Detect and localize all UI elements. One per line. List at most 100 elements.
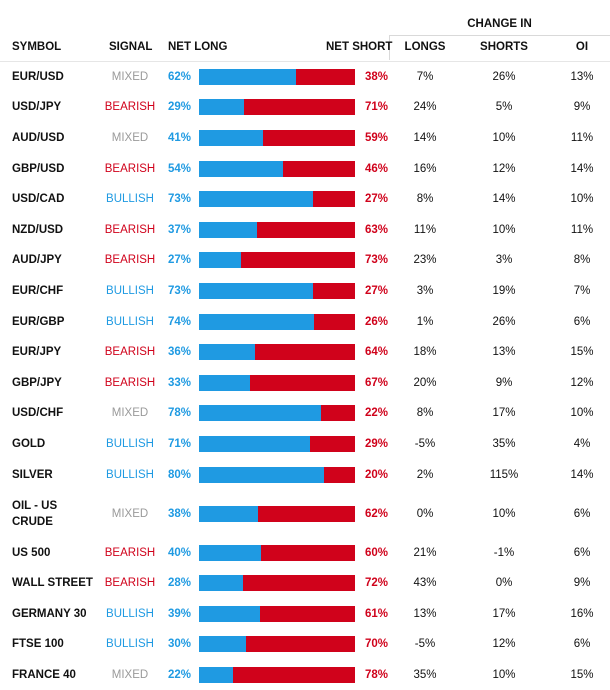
net-long-bar-fill <box>199 222 257 238</box>
longs-change-cell: 8% <box>416 193 434 205</box>
symbol-cell: OIL - US CRUDE <box>12 500 58 528</box>
sentiment-bar <box>199 599 355 629</box>
shorts-change-cell: 26% <box>492 71 516 83</box>
sentiment-bar <box>199 184 355 214</box>
table-row[interactable]: EUR/JPY BEARISH 36% 64% 18% 13% 15% <box>0 337 610 367</box>
net-short-bar-fill <box>199 314 355 330</box>
net-short-bar-fill <box>199 99 355 115</box>
symbol-cell: EUR/CHF <box>12 285 64 297</box>
signal-cell: BEARISH <box>104 101 156 113</box>
longs-change-cell: 1% <box>416 316 434 328</box>
longs-change-cell: 3% <box>416 285 434 297</box>
shorts-change-cell: 10% <box>492 669 516 681</box>
sentiment-bar <box>199 538 355 568</box>
table-row[interactable]: EUR/USD MIXED 62% 38% 7% 26% 13% <box>0 62 610 92</box>
signal-cell: BULLISH <box>106 316 154 328</box>
signal-cell: BULLISH <box>106 638 154 650</box>
table-row[interactable]: FRANCE 40 MIXED 22% 78% 35% 10% 15% <box>0 660 610 690</box>
table-row[interactable]: USD/JPY BEARISH 29% 71% 24% 5% 9% <box>0 92 610 122</box>
net-short-value: 72% <box>364 577 388 589</box>
table-row[interactable]: SILVER BULLISH 80% 20% 2% 115% 14% <box>0 460 610 490</box>
symbol-cell: EUR/USD <box>12 71 64 83</box>
net-long-column-header: NET LONG <box>168 41 228 53</box>
signal-cell: BEARISH <box>104 224 156 236</box>
net-long-bar-fill <box>199 344 255 360</box>
table-row[interactable]: USD/CAD BULLISH 73% 27% 8% 14% 10% <box>0 184 610 214</box>
table-row[interactable]: GOLD BULLISH 71% 29% -5% 35% 4% <box>0 429 610 459</box>
table-row[interactable]: GERMANY 30 BULLISH 39% 61% 13% 17% 16% <box>0 599 610 629</box>
sentiment-bar <box>199 568 355 598</box>
oi-change-cell: 10% <box>570 193 594 205</box>
table-row[interactable]: AUD/JPY BEARISH 27% 73% 23% 3% 8% <box>0 245 610 275</box>
sentiment-bar <box>199 62 355 92</box>
sentiment-bar <box>199 398 355 428</box>
net-long-bar-fill <box>199 506 258 522</box>
signal-cell: BULLISH <box>106 285 154 297</box>
net-long-value: 41% <box>168 132 192 144</box>
oi-change-cell: 12% <box>570 377 594 389</box>
net-short-column-header: NET SHORT <box>326 41 393 53</box>
table-row[interactable]: FTSE 100 BULLISH 30% 70% -5% 12% 6% <box>0 629 610 659</box>
sentiment-bar <box>199 276 355 306</box>
symbol-cell: SILVER <box>12 469 53 481</box>
net-short-bar-fill <box>199 667 355 683</box>
symbol-cell: EUR/JPY <box>12 346 62 358</box>
net-short-value: 20% <box>364 469 388 481</box>
shorts-change-cell: 5% <box>495 101 513 113</box>
table-row[interactable]: USD/CHF MIXED 78% 22% 8% 17% 10% <box>0 398 610 428</box>
longs-change-cell: 14% <box>413 132 437 144</box>
symbol-cell: USD/CAD <box>12 193 65 205</box>
table-row[interactable]: EUR/CHF BULLISH 73% 27% 3% 19% 7% <box>0 276 610 306</box>
signal-cell: MIXED <box>111 132 149 144</box>
table-row[interactable]: GBP/JPY BEARISH 33% 67% 20% 9% 12% <box>0 368 610 398</box>
net-long-value: 37% <box>168 224 192 236</box>
net-long-bar-fill <box>199 99 244 115</box>
net-short-bar-fill <box>199 375 355 391</box>
longs-change-cell: 43% <box>413 577 437 589</box>
sentiment-bar <box>199 460 355 490</box>
signal-cell: MIXED <box>111 407 149 419</box>
oi-change-cell: 4% <box>573 438 591 450</box>
table-row[interactable]: WALL STREET BEARISH 28% 72% 43% 0% 9% <box>0 568 610 598</box>
table-row[interactable]: GBP/USD BEARISH 54% 46% 16% 12% 14% <box>0 154 610 184</box>
net-short-value: 64% <box>364 346 388 358</box>
table-row[interactable]: US 500 BEARISH 40% 60% 21% -1% 6% <box>0 538 610 568</box>
oi-change-cell: 9% <box>573 577 591 589</box>
signal-cell: MIXED <box>111 669 149 681</box>
oi-change-cell: 14% <box>570 163 594 175</box>
shorts-change-cell: 17% <box>492 407 516 419</box>
net-short-bar-fill <box>199 545 355 561</box>
longs-change-cell: 8% <box>416 407 434 419</box>
table-row[interactable]: OIL - US CRUDE MIXED 38% 62% 0% 10% 6% <box>0 494 610 534</box>
net-long-value: 38% <box>168 508 192 520</box>
table-row[interactable]: EUR/GBP BULLISH 74% 26% 1% 26% 6% <box>0 307 610 337</box>
net-long-value: 27% <box>168 254 192 266</box>
net-short-value: 78% <box>364 669 388 681</box>
table-row[interactable]: AUD/USD MIXED 41% 59% 14% 10% 11% <box>0 123 610 153</box>
longs-column-header: LONGS <box>404 41 446 53</box>
signal-cell: MIXED <box>111 508 149 520</box>
shorts-change-cell: 12% <box>492 163 516 175</box>
symbol-cell: FTSE 100 <box>12 638 64 650</box>
net-short-bar-fill <box>199 252 355 268</box>
signal-cell: BULLISH <box>106 608 154 620</box>
net-long-bar-fill <box>199 314 314 330</box>
change-in-group-header: CHANGE IN <box>389 15 610 36</box>
net-short-value: 46% <box>364 163 388 175</box>
shorts-change-cell: 10% <box>492 508 516 520</box>
symbol-column-header: SYMBOL <box>12 41 62 53</box>
sentiment-bar <box>199 307 355 337</box>
longs-change-cell: 24% <box>413 101 437 113</box>
sentiment-bar <box>199 245 355 275</box>
net-short-value: 60% <box>364 547 388 559</box>
table-row[interactable]: NZD/USD BEARISH 37% 63% 11% 10% 11% <box>0 215 610 245</box>
symbol-cell: WALL STREET <box>12 577 93 589</box>
signal-cell: BEARISH <box>104 577 156 589</box>
net-short-bar-fill <box>199 405 355 421</box>
sentiment-bar <box>199 92 355 122</box>
net-long-value: 40% <box>168 547 192 559</box>
longs-change-cell: 35% <box>413 669 437 681</box>
net-long-value: 36% <box>168 346 192 358</box>
net-short-bar-fill <box>199 69 355 85</box>
